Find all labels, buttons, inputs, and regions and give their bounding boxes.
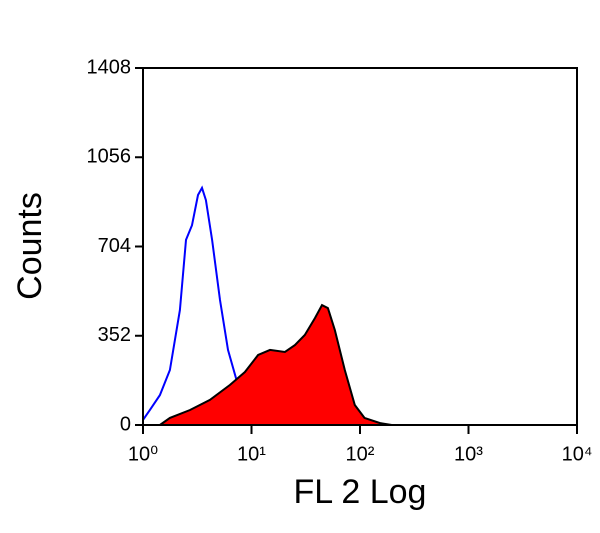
y-tick-label: 0 <box>120 413 131 435</box>
x-tick-label: 10⁰ <box>128 443 158 465</box>
y-tick-label: 352 <box>98 324 131 346</box>
y-tick-label: 1056 <box>87 146 132 168</box>
y-tick-label: 704 <box>98 235 131 257</box>
histogram-outline <box>159 303 392 426</box>
x-tick-label: 10² <box>346 443 375 465</box>
y-axis-title: Counts <box>11 192 49 300</box>
x-tick-label: 10¹ <box>237 443 266 465</box>
y-tick-label: 1408 <box>87 56 132 78</box>
x-tick-label: 10³ <box>454 443 483 465</box>
x-tick-label: 10⁴ <box>562 443 593 465</box>
x-axis-title: FL 2 Log <box>294 473 427 511</box>
